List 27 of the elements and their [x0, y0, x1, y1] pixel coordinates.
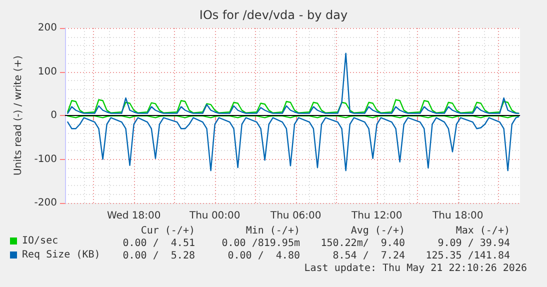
x-tick-label: Thu 18:00: [432, 210, 484, 222]
text: Avg (-/+): [350, 226, 405, 236]
text: 0.00 / 4.51: [122, 238, 195, 249]
x-tick-label: Thu 12:00: [350, 210, 402, 222]
text: Cur (-/+): [140, 226, 195, 236]
text: 125.35 /141.84: [426, 250, 510, 262]
text: Min (-/+): [246, 226, 300, 236]
y-tick-label: -100: [34, 154, 57, 165]
legend-label: IO/sec: [22, 236, 58, 246]
text: 0.00 / 5.28: [122, 250, 195, 262]
y-tick-label: 0: [50, 110, 57, 121]
text: Max (-/+): [456, 226, 510, 236]
y-tick-label: 100: [38, 66, 57, 78]
text: 0.00 /819.95m: [222, 238, 300, 249]
text: Last update: Thu May 21 22:10:26 2026: [304, 263, 527, 274]
chart-title: IOs for /dev/vda - by day: [199, 8, 348, 22]
y-tick-label: -200: [34, 198, 57, 208]
text: 9.09 / 39.94: [438, 238, 510, 249]
text: 8.54 / 7.24: [332, 250, 405, 262]
legend-label: Req Size (KB): [22, 250, 100, 260]
y-tick-label: 200: [38, 22, 57, 34]
x-tick-label: Thu 06:00: [269, 210, 322, 222]
text: 150.22m/ 9.40: [320, 238, 405, 249]
x-tick-label: Wed 18:00: [106, 210, 161, 222]
x-tick-label: Thu 00:00: [188, 210, 240, 222]
y-axis-title: Units read (-) / write (+): [12, 55, 24, 176]
text: 0.00 / 4.80: [228, 250, 300, 262]
